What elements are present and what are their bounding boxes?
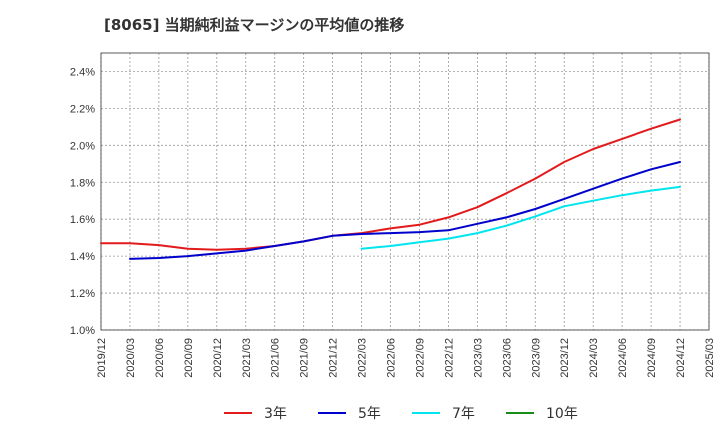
y-tick-label: 1.8% xyxy=(70,177,95,189)
x-tick-label: 2022/09 xyxy=(414,338,426,378)
series-line-7年 xyxy=(360,185,681,250)
x-tick-label: 2019/12 xyxy=(96,338,108,378)
x-tick-label: 2020/06 xyxy=(154,338,166,378)
series-line-5年 xyxy=(129,161,681,260)
legend-label: 3年 xyxy=(264,406,287,422)
legend-label: 5年 xyxy=(358,406,381,422)
plot-area xyxy=(101,53,709,330)
x-tick-label: 2024/12 xyxy=(675,338,687,378)
x-tick-label: 2024/09 xyxy=(646,338,658,378)
x-tick-label: 2022/06 xyxy=(386,338,398,378)
y-tick-label: 2.2% xyxy=(70,103,95,115)
y-tick-label: 1.4% xyxy=(70,251,95,263)
legend-label: 7年 xyxy=(452,406,475,422)
series-line-3年 xyxy=(100,118,681,251)
x-tick-label: 2023/06 xyxy=(501,338,513,378)
x-tick-label: 2024/03 xyxy=(588,338,600,378)
x-tick-label: 2022/12 xyxy=(443,338,455,378)
y-tick-label: 1.2% xyxy=(70,288,95,300)
legend-label: 10年 xyxy=(546,406,578,422)
x-tick-label: 2021/09 xyxy=(299,338,311,378)
x-tick-label: 2020/09 xyxy=(183,338,195,378)
x-tick-label: 2021/03 xyxy=(241,338,253,378)
x-tick-label: 2020/12 xyxy=(212,338,224,378)
x-tick-label: 2021/06 xyxy=(270,338,282,378)
x-tick-label: 2022/03 xyxy=(357,338,369,378)
x-tick-label: 2023/09 xyxy=(530,338,542,378)
y-tick-label: 2.0% xyxy=(70,140,95,152)
x-tick-label: 2023/03 xyxy=(472,338,484,378)
x-tick-label: 2023/12 xyxy=(559,338,571,378)
x-tick-label: 2020/03 xyxy=(125,338,137,378)
y-tick-label: 2.4% xyxy=(70,66,95,78)
x-tick-label: 2025/03 xyxy=(704,338,716,378)
x-tick-label: 2021/12 xyxy=(328,338,340,378)
y-tick-label: 1.6% xyxy=(70,214,95,226)
plot-border xyxy=(100,52,710,331)
x-tick-label: 2024/06 xyxy=(617,338,629,378)
chart-title: [8065] 当期純利益マージンの平均値の推移 xyxy=(104,16,405,34)
y-tick-label: 1.0% xyxy=(70,325,95,337)
